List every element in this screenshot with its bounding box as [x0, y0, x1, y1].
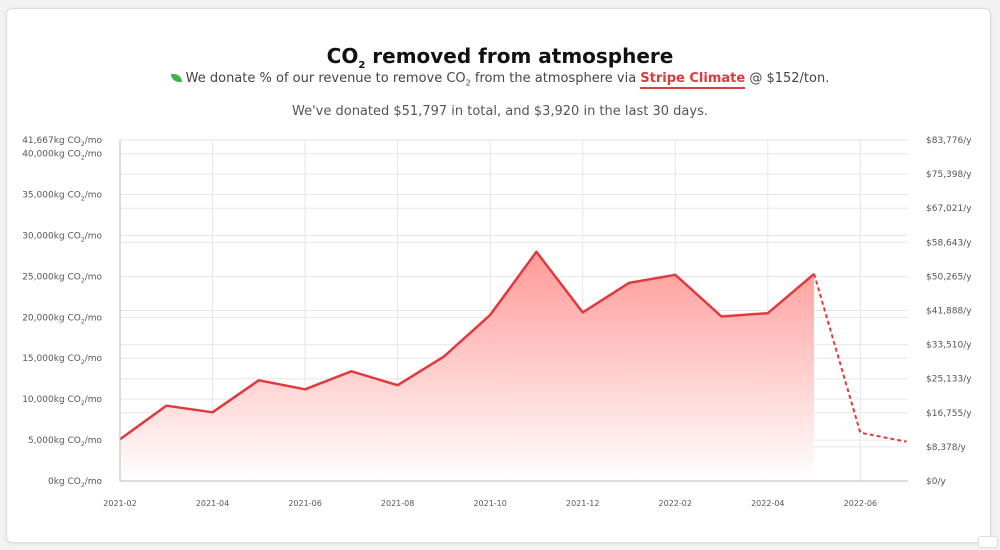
resize-handle[interactable] — [978, 536, 998, 548]
y-tick-label-right: $58,643/y — [926, 238, 972, 248]
y-tick-label-right: $0/y — [926, 477, 946, 487]
y-tick-label-left: 15,000kg CO2/mo — [22, 354, 102, 366]
y-tick-label-right: $25,133/y — [926, 375, 972, 385]
stripe-climate-link[interactable]: Stripe Climate — [640, 71, 746, 89]
y-tick-label-left: 41,667kg CO2/mo — [22, 136, 102, 148]
x-tick-label: 2022-04 — [751, 499, 784, 508]
x-tick-label: 2021-10 — [473, 499, 506, 508]
series-area-fill — [120, 251, 815, 481]
x-tick-label: 2021-08 — [381, 499, 414, 508]
y-tick-label-left: 0kg CO2/mo — [48, 477, 103, 489]
y-tick-label-right: $16,755/y — [926, 409, 972, 419]
y-tick-label-left: 35,000kg CO2/mo — [22, 191, 102, 203]
x-tick-label: 2021-06 — [288, 499, 321, 508]
y-tick-label-left: 5,000kg CO2/mo — [28, 436, 103, 448]
y-tick-label-right: $75,398/y — [926, 170, 972, 180]
y-tick-label-left: 30,000kg CO2/mo — [22, 231, 102, 243]
projected-line — [813, 273, 907, 443]
x-tick-label: 2021-02 — [103, 499, 136, 508]
y-tick-label-left: 40,000kg CO2/mo — [22, 150, 102, 162]
y-tick-label-right: $33,510/y — [926, 341, 972, 351]
x-tick-label: 2022-06 — [844, 499, 877, 508]
leaf-icon — [170, 74, 182, 82]
y-tick-label-right: $83,776/y — [926, 136, 972, 146]
y-tick-label-left: 10,000kg CO2/mo — [22, 395, 102, 407]
donated-summary: We've donated $51,797 in total, and $3,9… — [292, 104, 708, 119]
y-tick-label-right: $8,378/y — [926, 443, 967, 453]
y-tick-label-left: 25,000kg CO2/mo — [22, 272, 102, 284]
chart-subtitle: We donate % of our revenue to remove CO2… — [0, 71, 1000, 89]
x-tick-label: 2021-12 — [566, 499, 599, 508]
x-tick-label: 2021-04 — [196, 499, 229, 508]
x-tick-label: 2022-02 — [659, 499, 692, 508]
series-line — [119, 250, 815, 441]
y-tick-label-right: $67,021/y — [926, 204, 972, 214]
chart-title: CO2 removed from atmosphere — [326, 44, 674, 71]
y-tick-label-right: $50,265/y — [926, 272, 972, 282]
y-tick-label-left: 20,000kg CO2/mo — [22, 313, 102, 325]
y-tick-label-right: $41,888/y — [926, 307, 972, 317]
